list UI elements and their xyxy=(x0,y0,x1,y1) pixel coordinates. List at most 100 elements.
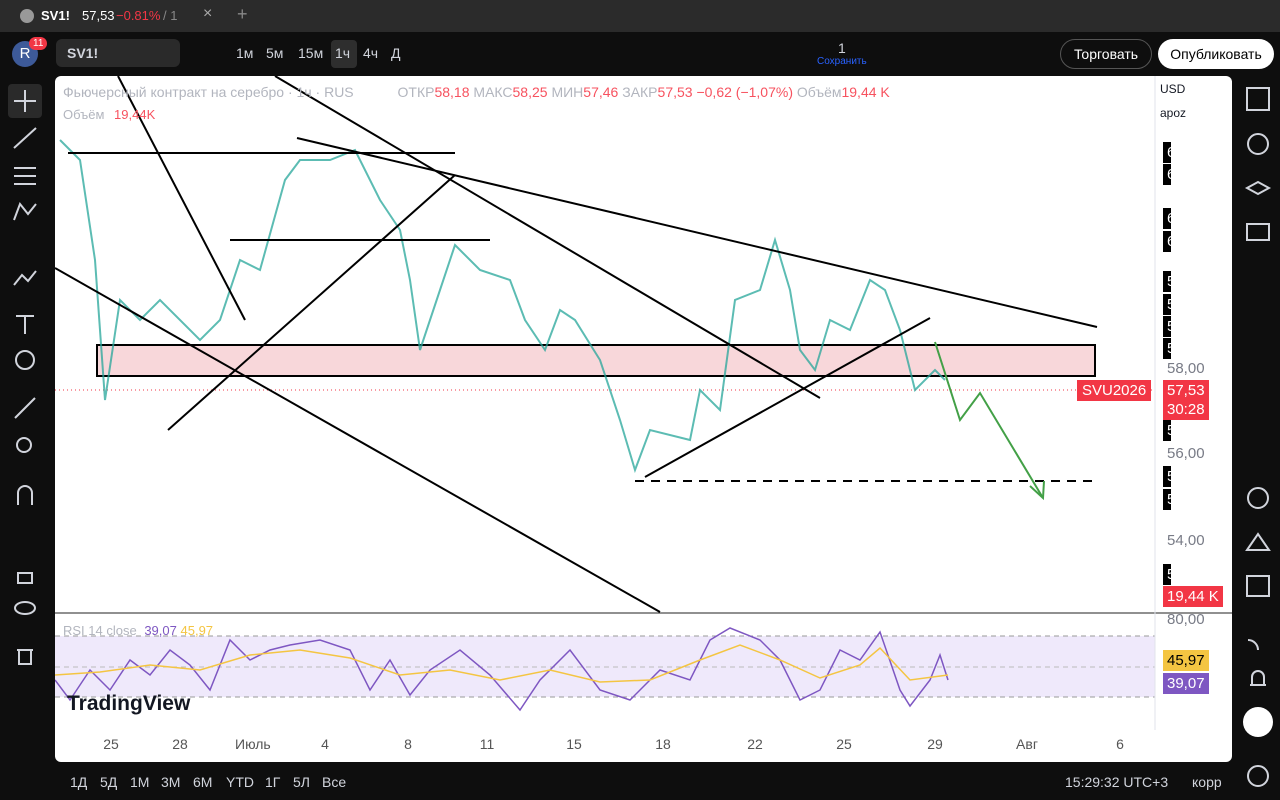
ohlc-value: 58,18 xyxy=(434,84,470,100)
range-button[interactable]: YTD xyxy=(226,774,254,790)
delete-tool[interactable] xyxy=(17,649,33,665)
ohlc-label: ЗАКР xyxy=(622,84,658,100)
browser-tab-bar: SV1! 57,53 −0.81% / 1 × + xyxy=(0,0,1280,32)
price-box: 61,27 xyxy=(1163,208,1205,229)
rsi-value: 39,07 xyxy=(144,623,177,638)
interval-active-bg xyxy=(331,40,357,68)
help-icon[interactable] xyxy=(1247,765,1269,787)
legend-exchange: RUS xyxy=(324,84,354,100)
tab-title[interactable]: SV1! xyxy=(41,8,70,23)
price-box: 58,55 xyxy=(1163,338,1205,359)
range-button[interactable]: 5Л xyxy=(293,774,310,790)
legend-volume: 19,44 K xyxy=(841,84,890,100)
new-tab[interactable]: + xyxy=(237,4,248,24)
pattern-tool[interactable] xyxy=(13,202,37,221)
range-button[interactable]: 1Д xyxy=(70,774,88,790)
publish-button[interactable]: Опубликовать xyxy=(1158,39,1274,69)
symbol[interactable]: SV1! xyxy=(67,45,99,61)
line-tool[interactable] xyxy=(13,127,37,149)
calendar-icon[interactable] xyxy=(1246,575,1270,597)
crosshair-tool[interactable] xyxy=(14,90,36,112)
time-tick-label: 8 xyxy=(404,736,412,752)
alerts-icon[interactable] xyxy=(1247,133,1269,155)
icon-tool[interactable] xyxy=(15,350,35,370)
tab-close[interactable]: × xyxy=(203,5,213,22)
drawing-tools xyxy=(8,84,42,665)
interval[interactable]: 1м xyxy=(236,45,254,61)
symbol-name: Фьючерсный контракт на серебро xyxy=(63,84,285,100)
trend-line[interactable] xyxy=(296,137,1098,328)
rsi-tick: 80,00 xyxy=(1167,611,1205,628)
currency[interactable]: USD xyxy=(1160,82,1186,96)
last-price: 57,53 xyxy=(1163,380,1209,401)
range-button[interactable]: 1М xyxy=(130,774,150,790)
favicon xyxy=(20,9,34,23)
symbol-box[interactable] xyxy=(56,39,180,67)
zone-rectangle[interactable] xyxy=(96,344,1096,377)
interval[interactable]: 15м xyxy=(298,45,324,61)
logo: TradingView xyxy=(67,692,191,715)
range-button[interactable]: 6М xyxy=(193,774,213,790)
lock-tool[interactable] xyxy=(17,572,33,584)
chart-pane[interactable]: Фьючерсный контракт на серебро · 1ч · RU… xyxy=(55,76,1232,762)
time-tick-label: 25 xyxy=(836,736,852,752)
interval[interactable]: 4ч xyxy=(363,45,379,61)
legend-volume-label: Объём xyxy=(796,84,842,100)
interval[interactable]: Д xyxy=(391,45,401,61)
stream-icon[interactable] xyxy=(1247,639,1259,651)
price-box: 61,24 xyxy=(1163,231,1205,252)
scale-mode[interactable]: apoz xyxy=(1160,106,1187,120)
legend-interval: 1ч xyxy=(296,84,312,100)
trend-line[interactable] xyxy=(644,317,931,478)
prediction-tool[interactable] xyxy=(13,270,37,286)
notifications-icon[interactable] xyxy=(1250,670,1266,686)
legend[interactable]: Фьючерсный контракт на серебро · 1ч · RU… xyxy=(63,84,890,100)
price-box: 55,39 xyxy=(1163,489,1205,510)
toolbar: R 11 SV1! 1м 5м 15м 1ч 4ч Д 1 Сохранить … xyxy=(0,32,1280,76)
trend-line[interactable] xyxy=(167,174,456,431)
save-button[interactable]: Сохранить xyxy=(817,56,867,67)
range-button[interactable]: 5Д xyxy=(100,774,118,790)
pine-icon[interactable] xyxy=(1245,532,1271,551)
bottom-bar: 15:29:32 UTC+3 корр 1Д 5Д 1М 3М 6М YTD 1Г 5Л Все xyxy=(60,770,1230,794)
right-sidebar xyxy=(1243,87,1273,787)
rsi-label: RSI 14 close xyxy=(63,623,137,638)
price-tick: 56,00 xyxy=(1167,445,1205,462)
price-box: 55,48 xyxy=(1163,466,1205,487)
rsi-signal-label: 45,97 xyxy=(1163,650,1209,671)
magnet-tool[interactable] xyxy=(17,485,33,505)
interval[interactable]: 1ч xyxy=(335,45,351,61)
range-button[interactable]: 3М xyxy=(161,774,181,790)
forecast-arrow[interactable] xyxy=(934,341,1044,499)
text-tool[interactable] xyxy=(16,315,34,334)
time-tick-label: 6 xyxy=(1116,736,1124,752)
layers-icon[interactable] xyxy=(1244,180,1272,196)
chart-drawing xyxy=(55,76,1232,730)
countdown: 30:28 xyxy=(1163,399,1209,420)
volume-legend-value: 19,44K xyxy=(114,107,156,122)
products-icon[interactable] xyxy=(1243,707,1273,737)
zoom-tool[interactable] xyxy=(16,437,32,453)
watchlist-icon[interactable] xyxy=(1246,87,1270,111)
chat-icon[interactable] xyxy=(1246,223,1270,241)
trend-line[interactable] xyxy=(55,267,661,613)
rsi-legend[interactable]: RSI 14 close 39,07 45,97 xyxy=(63,623,213,638)
volume-price-label: 19,44 K xyxy=(1163,586,1223,607)
legend-change: −0,62 (−1,07%) xyxy=(696,84,793,100)
range-button[interactable]: Все xyxy=(322,774,347,790)
visibility-tool[interactable] xyxy=(14,601,36,615)
volume-legend[interactable]: Объём 19,44K xyxy=(63,107,155,122)
range-button[interactable]: 1Г xyxy=(265,774,281,790)
time-tick-label: 15 xyxy=(566,736,582,752)
badge: 11 xyxy=(29,37,48,50)
trend-line[interactable] xyxy=(274,76,821,399)
time-tick-label: 22 xyxy=(747,736,763,752)
fib-tool[interactable] xyxy=(14,167,36,185)
trade-button[interactable]: Торговать xyxy=(1060,39,1152,69)
interval[interactable]: 5м xyxy=(266,45,284,61)
ruler-tool[interactable] xyxy=(14,397,36,419)
trend-line[interactable] xyxy=(117,76,246,321)
adjust-mode[interactable]: корр xyxy=(1192,774,1222,790)
ideas-icon[interactable] xyxy=(1247,487,1269,509)
